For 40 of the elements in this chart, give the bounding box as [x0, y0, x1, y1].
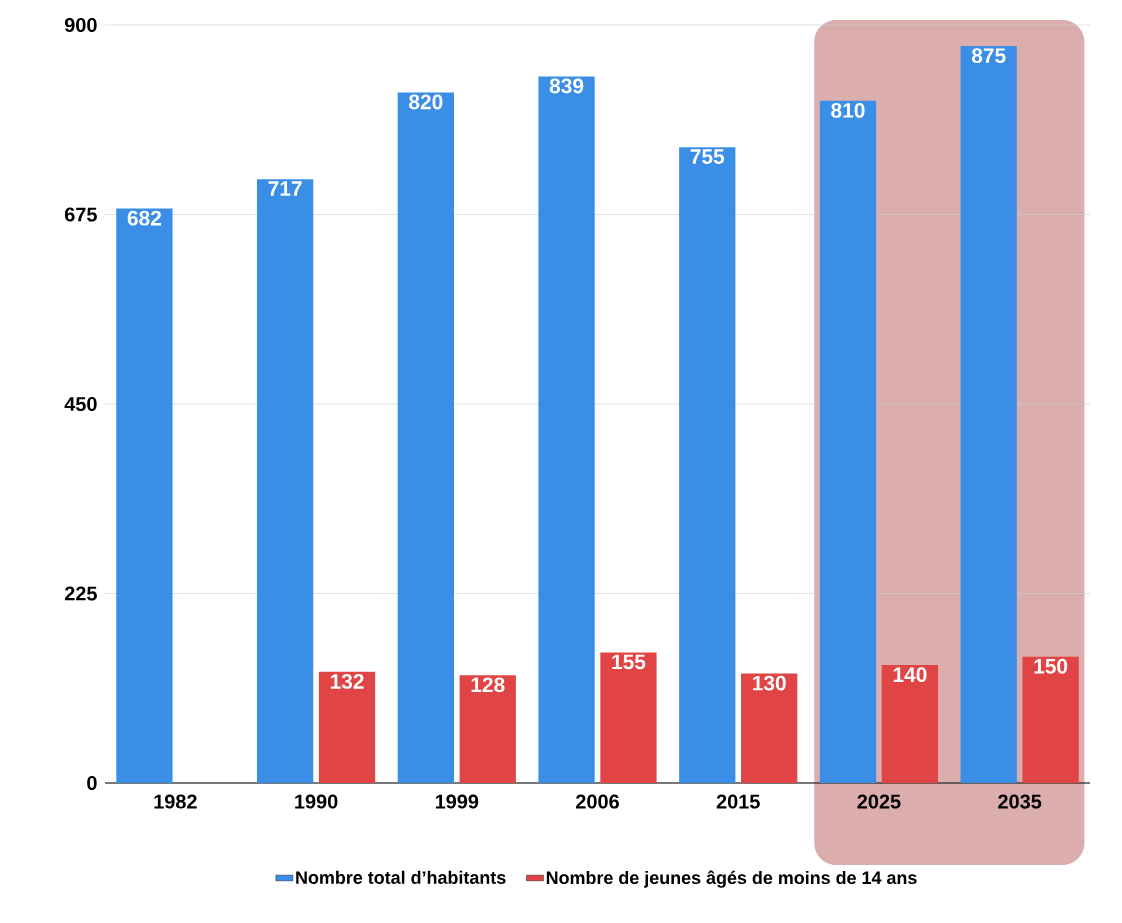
x-tick-label: 1982: [154, 794, 197, 809]
x-tick-label: 2015: [716, 794, 760, 809]
x-tick-label: 1990: [295, 794, 338, 809]
data-label: 140: [893, 667, 927, 683]
bar: [600, 652, 657, 783]
bar: [397, 92, 454, 783]
y-tick-label: 225: [64, 586, 97, 601]
bar: [741, 673, 798, 783]
data-label: 875: [971, 48, 1006, 64]
data-label: 820: [409, 94, 443, 110]
data-label: 155: [612, 654, 646, 670]
data-label: 130: [753, 675, 786, 691]
legend-label: Nombre total d’habitants: [296, 870, 506, 884]
data-label: 810: [831, 103, 865, 118]
data-label: 755: [690, 149, 725, 164]
y-tick-label: 900: [64, 17, 97, 33]
bar: [256, 179, 314, 783]
bar: [679, 147, 736, 783]
data-label: 128: [471, 677, 505, 693]
bar: [881, 665, 939, 783]
legend-label: Nombre de jeunes âgés de moins de 14 ans: [546, 870, 917, 888]
bar: [1022, 656, 1079, 783]
x-tick-label: 2006: [576, 794, 619, 809]
data-label: 150: [1034, 658, 1068, 674]
data-label: 682: [127, 210, 162, 226]
data-label: 717: [268, 181, 302, 196]
y-tick-label: 675: [64, 207, 97, 222]
bar: [538, 76, 595, 783]
y-tick-label: 450: [64, 396, 97, 412]
x-tick-label: 2025: [857, 794, 901, 809]
bar: [318, 671, 376, 783]
x-tick-label: 1999: [435, 794, 479, 809]
bar: [819, 100, 877, 783]
bar: [459, 675, 516, 783]
data-label: 839: [549, 78, 584, 94]
data-label: 132: [330, 674, 364, 689]
bar: [960, 46, 1017, 783]
bar: [116, 208, 173, 783]
y-tick-label: 0: [87, 775, 97, 791]
x-tick-label: 2035: [998, 794, 1042, 809]
